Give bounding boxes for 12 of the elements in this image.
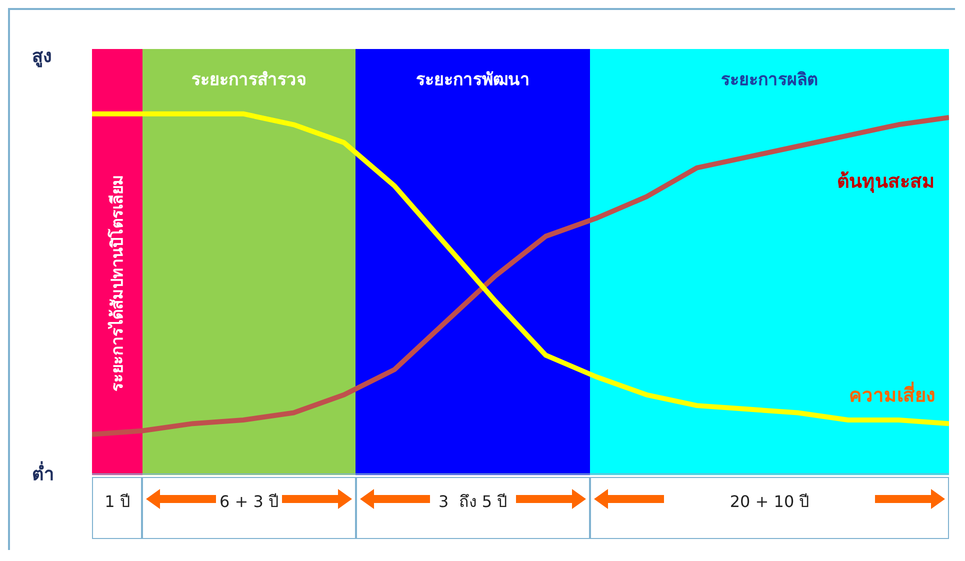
text: สูง [32,45,52,70]
text: ระยะการสำรวจ [190,69,308,92]
text: ต่ำ [32,460,54,487]
text: ระยะการพัฒนา [414,69,531,92]
text: 1 ปี [104,491,131,513]
text: 20 + 10 ปี [728,491,810,513]
text: ระยะการผลิต [720,69,820,92]
text: 3 ถึง 5 ปี [437,491,508,513]
series-label: ความเสี่ยง [849,382,935,407]
annotation: ระยะการได้สัมปทานปิโตรเลียม [106,174,128,392]
text: 6 + 3 ปี [218,491,280,513]
series-label: ต้นทุนสะสม [837,170,935,194]
